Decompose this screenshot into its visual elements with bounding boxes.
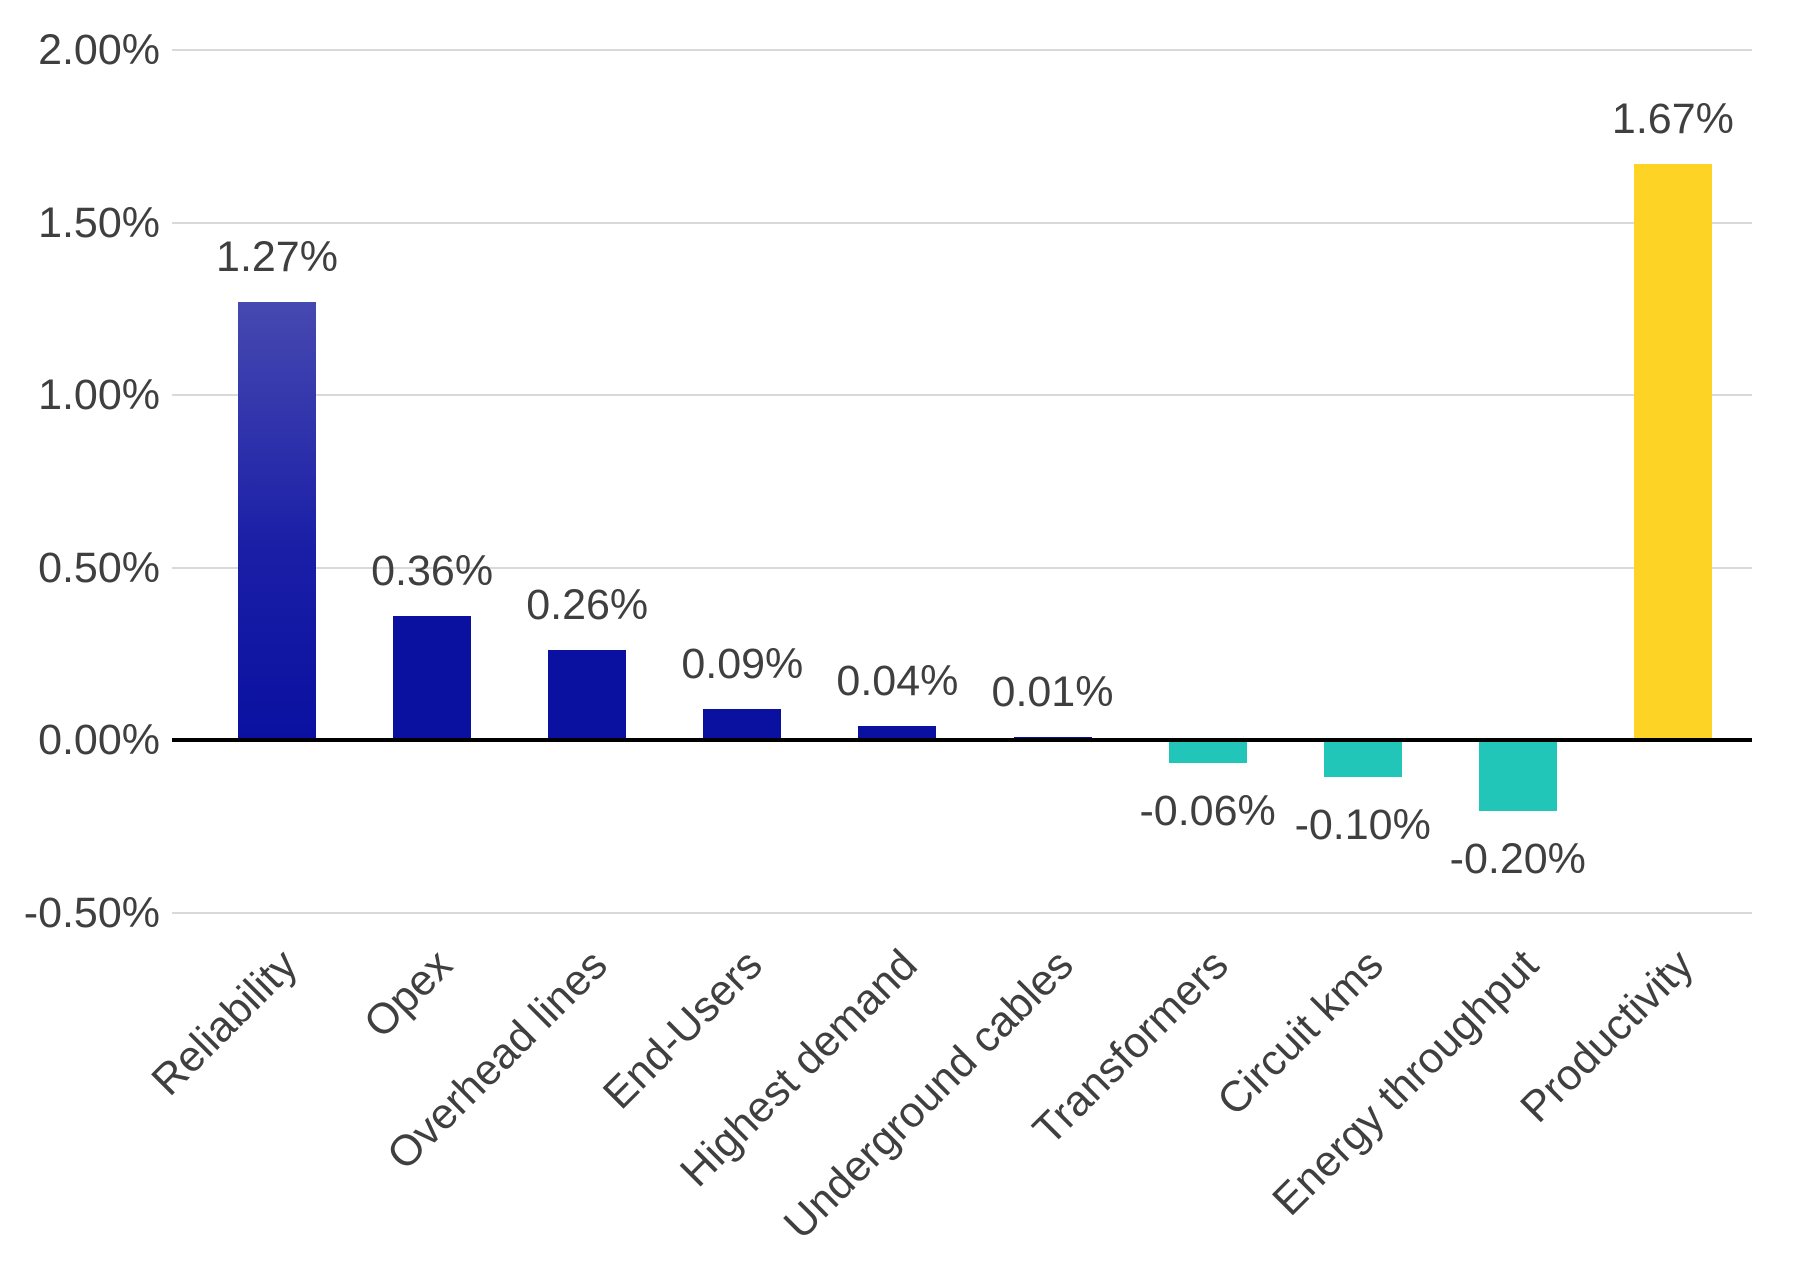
y-gridline bbox=[172, 49, 1752, 51]
y-gridline bbox=[172, 394, 1752, 396]
y-gridline bbox=[172, 221, 1752, 224]
bar-value-label: -0.10% bbox=[1294, 800, 1431, 849]
bar-value-label: 0.09% bbox=[681, 639, 804, 688]
bar-productivity bbox=[1633, 163, 1712, 740]
y-gridline bbox=[172, 911, 1752, 914]
y-axis-tick-label: 0.00% bbox=[38, 716, 160, 764]
bar-value-label: 1.67% bbox=[1611, 94, 1734, 143]
bar-highest-demand bbox=[858, 726, 937, 740]
bar-reliability bbox=[238, 301, 316, 740]
bar-value-label: 1.27% bbox=[216, 232, 338, 281]
bar-value-label: -0.20% bbox=[1449, 835, 1586, 883]
bar-transformers bbox=[1168, 742, 1247, 763]
y-axis-tick-label: 1.00% bbox=[38, 371, 160, 419]
bar-value-label: 0.36% bbox=[371, 546, 494, 595]
bar-value-label: -0.06% bbox=[1139, 786, 1276, 835]
bar-value-label: 0.26% bbox=[526, 581, 649, 630]
bar-overhead-lines bbox=[548, 650, 627, 740]
y-gridline bbox=[172, 566, 1752, 569]
bar-value-label: 0.04% bbox=[836, 657, 959, 706]
y-axis-tick-label: 1.50% bbox=[38, 198, 160, 247]
y-axis-tick-label: -0.50% bbox=[23, 888, 160, 937]
bar-end-users bbox=[703, 708, 782, 740]
bar-value-label: 0.01% bbox=[991, 667, 1114, 716]
x-axis-zero-line bbox=[172, 738, 1752, 742]
bar-energy-throughput bbox=[1478, 742, 1557, 811]
bar-opex bbox=[393, 615, 472, 740]
bar-circuit-kms bbox=[1323, 742, 1402, 777]
y-axis-tick-label: 2.00% bbox=[38, 26, 160, 74]
y-axis-tick-label: 0.50% bbox=[38, 543, 160, 592]
